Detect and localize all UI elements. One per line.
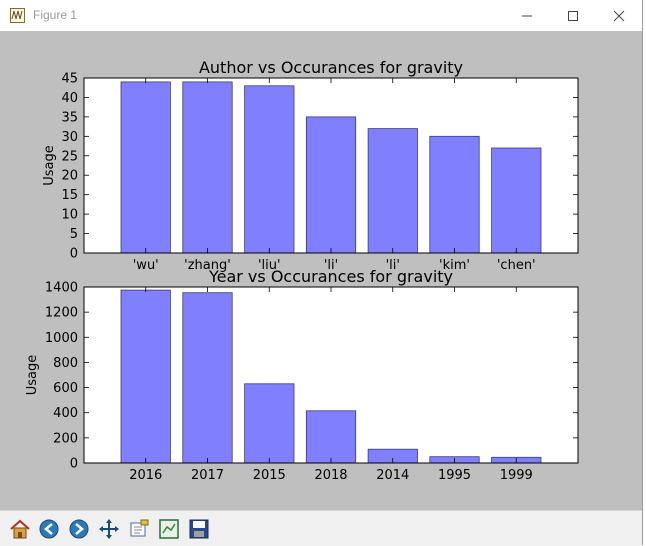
navigation-toolbar [0, 510, 642, 546]
chart1-bar [305, 116, 357, 254]
chart2-ytick-label: 0 [70, 457, 78, 472]
close-button[interactable] [596, 0, 642, 31]
chart2-xtick-label: 2017 [191, 468, 224, 483]
chart1-title: Author vs Occurances for gravity [199, 58, 463, 77]
subplots-icon [159, 519, 179, 539]
chart2-bar [244, 383, 295, 464]
chart1-ytick-label: 0 [70, 247, 78, 262]
chart2-title: Year vs Occurances for gravity [208, 267, 453, 286]
chart2-bar [182, 292, 233, 464]
maximize-button[interactable] [550, 0, 596, 31]
home-icon [10, 519, 30, 539]
minimize-button[interactable] [504, 0, 550, 31]
chart1-xtick-label: 'zhang' [184, 258, 231, 273]
subplots-button[interactable] [156, 516, 182, 542]
app-icon [10, 8, 25, 23]
chart1-xtick-label: 'liu' [258, 258, 281, 273]
zoom-button[interactable] [126, 516, 152, 542]
chart1-ytick-label: 35 [61, 110, 78, 125]
chart2-xtick-label: 2018 [314, 468, 347, 483]
chart2-xtick-label: 1995 [438, 468, 471, 483]
chart1-ytick-label: 40 [61, 91, 78, 106]
maximize-icon [568, 11, 578, 21]
charts-svg: 0 5 10 15 20 25 30 35 40 45 'wu' 'zhang' 'liu' 'li' 'l… [25, 58, 579, 483]
save-button[interactable] [186, 516, 212, 542]
pan-button[interactable] [96, 516, 122, 542]
zoom-icon [130, 519, 149, 537]
chart2-axes-frame [83, 286, 579, 464]
chart1-bar [491, 147, 542, 254]
chart1-ytick-label: 30 [61, 130, 78, 145]
plot-canvas[interactable]: 0 5 10 15 20 25 30 35 40 45 'wu' 'zhang' 'liu' 'li' 'l… [0, 31, 642, 510]
chart2-ytick-label: 1000 [45, 331, 78, 346]
chart1-xtick-label: 'kim' [439, 258, 470, 273]
chart1-axes-frame [83, 77, 579, 254]
chart1-bar [429, 135, 480, 254]
chart1-ytick-label: 20 [61, 169, 78, 184]
chart2-ytick-label: 200 [53, 431, 78, 446]
chart1-xtick-label: 'wu' [133, 258, 159, 273]
chart1-xtick-label: 'li' [324, 258, 338, 273]
chart1-bar [367, 128, 418, 254]
back-icon [39, 519, 59, 539]
pan-icon [99, 519, 119, 539]
chart1-xtick-label: 'li' [386, 258, 400, 273]
forward-icon [69, 519, 89, 539]
chart1-ylabel: Usage [42, 145, 57, 186]
chart1-bar [182, 81, 233, 254]
save-icon [189, 519, 209, 539]
chart1-ytick-label: 25 [61, 149, 78, 164]
chart2-xtick-label: 2014 [376, 468, 409, 483]
window-edge [643, 0, 646, 545]
chart2-ytick-label: 1200 [45, 306, 78, 321]
title-bar[interactable]: Figure 1 [0, 0, 642, 32]
chart1-ytick-label: 5 [70, 227, 78, 242]
close-icon [613, 10, 625, 22]
chart1-ytick-label: 45 [61, 72, 78, 87]
chart1-bar [120, 81, 171, 254]
chart2-ylabel: Usage [25, 355, 40, 396]
chart2-ytick-label: 400 [53, 406, 78, 421]
chart2-xtick-label: 2016 [129, 468, 162, 483]
minimize-icon [522, 15, 532, 17]
chart1-xtick-label: 'chen' [497, 258, 536, 273]
back-button[interactable] [36, 516, 62, 542]
window-title: Figure 1 [33, 8, 78, 22]
chart2-bar [120, 289, 171, 464]
home-button[interactable] [7, 516, 33, 542]
chart2-ytick-label: 600 [53, 381, 78, 396]
chart1-bar [244, 85, 295, 254]
chart2-xtick-label: 2015 [253, 468, 286, 483]
chart1-ytick-label: 15 [61, 188, 78, 203]
chart2-bar [305, 410, 357, 464]
chart1-ytick-label: 10 [61, 208, 78, 223]
chart2-ytick-label: 1400 [45, 281, 78, 296]
chart2-xtick-label: 1999 [500, 468, 533, 483]
forward-button[interactable] [66, 516, 92, 542]
chart2-ytick-label: 800 [53, 356, 78, 371]
